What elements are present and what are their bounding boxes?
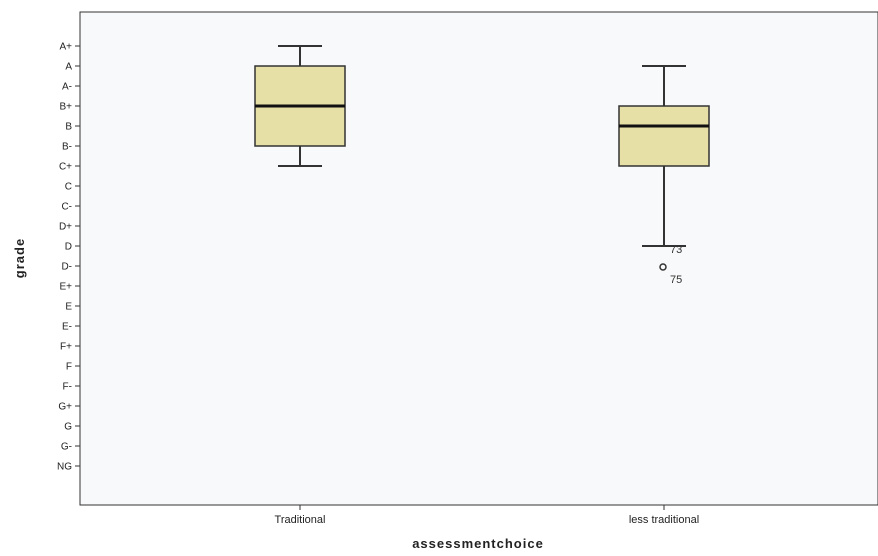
y-tick-label: A — [65, 62, 72, 73]
y-tick-label: NG — [57, 462, 72, 473]
y-tick-label: B — [65, 122, 72, 133]
y-axis-title: grade — [12, 238, 27, 278]
y-axis: A+ A A- B+ B B- C+ C C- D+ D D- E+ E E- F+ F F- G+ G G- NG — [57, 42, 80, 473]
plot-area — [79, 11, 878, 506]
y-tick-label: D+ — [59, 222, 72, 233]
x-category-label: Traditional — [275, 514, 326, 526]
outlier-label: 75 — [670, 274, 682, 286]
y-tick-label: A+ — [59, 42, 72, 53]
y-tick-label: G- — [61, 442, 72, 453]
iqr-box — [618, 105, 710, 167]
y-tick-label: C — [65, 182, 72, 193]
y-tick-label: D — [65, 242, 72, 253]
outlier-label: 73 — [670, 244, 682, 256]
box-group: 73 75 — [618, 65, 710, 286]
x-category-label: less traditional — [629, 514, 699, 526]
y-tick-label: A- — [62, 82, 72, 93]
y-tick-label: B- — [62, 142, 72, 153]
y-tick-label: D- — [61, 262, 72, 273]
x-axis-title: assessmentchoice — [412, 536, 544, 551]
y-tick-label: F — [66, 362, 72, 373]
y-tick-label: C- — [61, 202, 72, 213]
y-tick-label: G — [64, 422, 72, 433]
y-tick-label: B+ — [59, 102, 72, 113]
y-tick-label: E- — [62, 322, 72, 333]
boxes: 73 75 — [254, 45, 710, 286]
x-axis: Traditional less traditional — [275, 505, 699, 526]
y-tick-label: E+ — [59, 282, 72, 293]
y-tick-label: C+ — [59, 162, 72, 173]
y-tick-label: E — [65, 302, 72, 313]
y-tick-label: G+ — [58, 402, 72, 413]
box-group — [254, 45, 346, 167]
outlier-point — [659, 263, 667, 271]
y-tick-label: F- — [63, 382, 72, 393]
y-tick-label: F+ — [60, 342, 72, 353]
